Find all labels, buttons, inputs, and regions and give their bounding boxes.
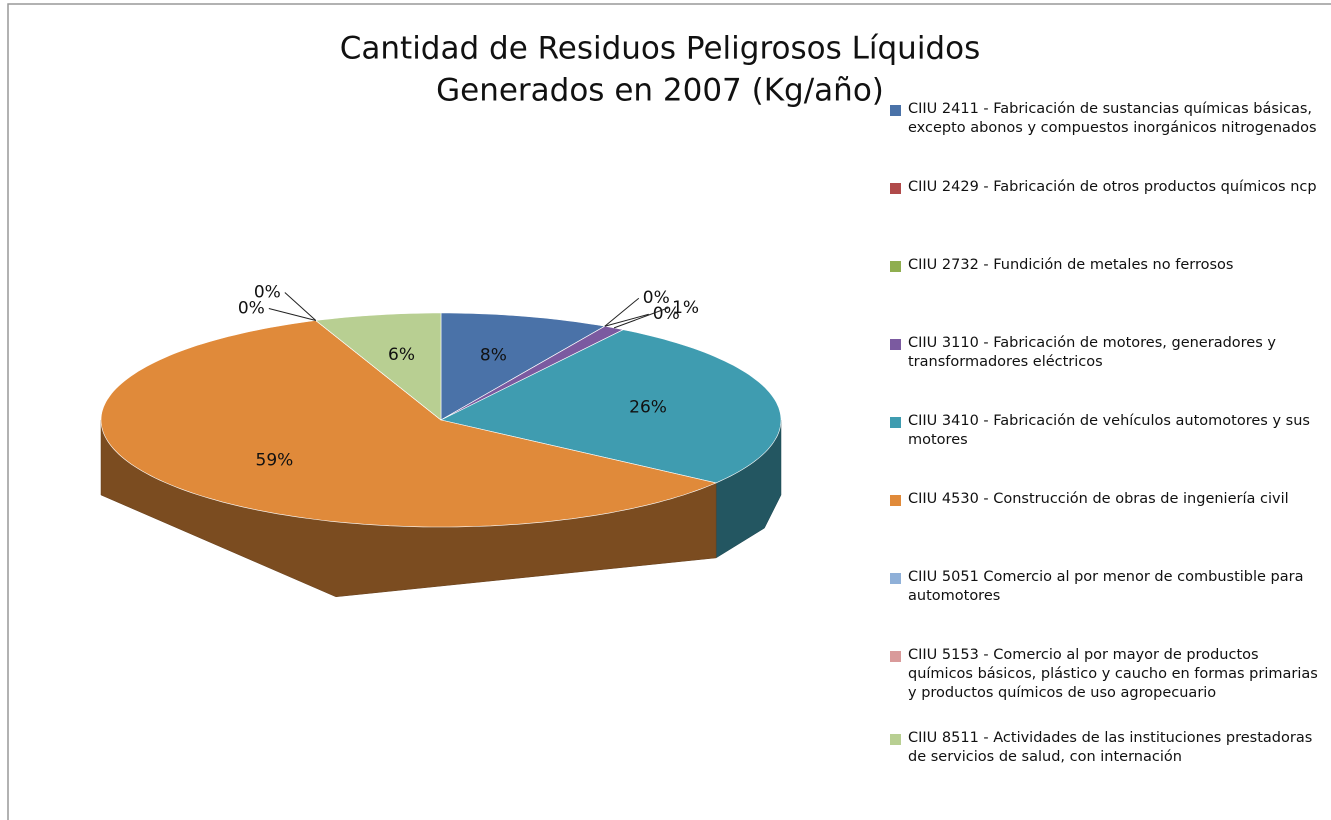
data-label: 0% <box>653 304 680 324</box>
legend-swatch <box>890 495 901 506</box>
leader-line <box>604 297 640 327</box>
legend-swatch <box>890 105 901 116</box>
legend-item: CIIU 3110 - Fabricación de motores, gene… <box>888 334 1328 372</box>
pie-slice <box>440 329 782 484</box>
legend-label: CIIU 4530 - Construcción de obras de ing… <box>908 491 1289 507</box>
legend-label: CIIU 2732 - Fundición de metales no ferr… <box>908 257 1234 273</box>
leader-line <box>613 307 669 329</box>
pie-slice <box>100 320 718 528</box>
legend-swatch <box>890 339 901 350</box>
legend-label: CIIU 2429 - Fabricación de otros product… <box>908 179 1317 195</box>
legend-swatch <box>890 651 901 662</box>
legend-label: CIIU 5153 - Comercio al por mayor de pro… <box>908 647 1318 701</box>
legend-label: CIIU 3410 - Fabricación de vehículos aut… <box>908 413 1310 448</box>
chart-title: Cantidad de Residuos Peligrosos Líquidos <box>340 31 980 67</box>
legend-swatch <box>890 417 901 428</box>
legend-label: CIIU 8511 - Actividades de las instituci… <box>908 730 1313 765</box>
legend-item: CIIU 2429 - Fabricación de otros product… <box>888 178 1328 197</box>
legend-item: CIIU 2411 - Fabricación de sustancias qu… <box>888 100 1328 138</box>
legend-label: CIIU 2411 - Fabricación de sustancias qu… <box>908 101 1317 136</box>
data-label: 1% <box>672 298 699 318</box>
pie-slice <box>440 312 606 421</box>
pie-slice <box>315 312 442 421</box>
leader-line <box>268 308 316 321</box>
data-label: 0% <box>254 283 281 303</box>
legend-item: CIIU 5153 - Comercio al por mayor de pro… <box>888 646 1328 703</box>
legend-swatch <box>890 183 901 194</box>
legend-item: CIIU 2732 - Fundición de metales no ferr… <box>888 256 1328 275</box>
legend-swatch <box>890 734 901 745</box>
legend-item: CIIU 3410 - Fabricación de vehículos aut… <box>888 412 1328 450</box>
legend-item: CIIU 5051 Comercio al por menor de combu… <box>888 568 1328 606</box>
data-label: 8% <box>480 346 507 366</box>
leader-line <box>604 313 649 327</box>
data-label: 6% <box>388 345 415 365</box>
data-label: 0% <box>238 299 265 319</box>
legend-swatch <box>890 573 901 584</box>
chart-border <box>7 3 1331 820</box>
legend-item: CIIU 8511 - Actividades de las instituci… <box>888 729 1328 767</box>
leader-line <box>284 292 317 321</box>
data-label: 0% <box>643 288 670 308</box>
legend-item: CIIU 4530 - Construcción de obras de ing… <box>888 490 1328 509</box>
chart-title: Generados en 2007 (Kg/año) <box>436 73 884 109</box>
legend-label: CIIU 5051 Comercio al por menor de combu… <box>908 569 1304 604</box>
legend-label: CIIU 3110 - Fabricación de motores, gene… <box>908 335 1276 370</box>
legend-swatch <box>890 261 901 272</box>
data-label: 59% <box>256 451 294 471</box>
data-label: 26% <box>629 398 667 418</box>
